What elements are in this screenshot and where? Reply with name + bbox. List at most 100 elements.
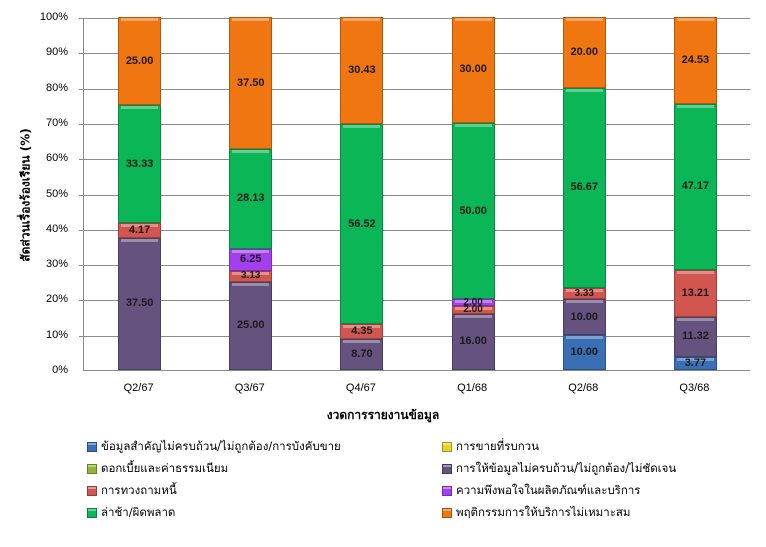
data-label: 30.43 (348, 64, 376, 77)
gridline (79, 159, 750, 161)
x-tick-label: Q3/67 (234, 382, 265, 394)
bar-segment: 13.21 (673, 270, 717, 317)
legend-item: ล่าช้า/ผิดพลาด (87, 504, 175, 522)
y-tick-label: 90% (45, 46, 68, 59)
data-label: 25.00 (236, 319, 265, 332)
data-label: 10.00 (570, 310, 599, 323)
y-tick-label: 40% (45, 222, 68, 235)
bar-segment: 28.13 (229, 149, 273, 249)
bar-segment: 25.00 (229, 281, 273, 370)
bar-Q1-68: 16.00 2.00 2.00 50.00 30.00 (451, 17, 495, 370)
gridline (79, 88, 750, 90)
data-label: 6.25 (240, 253, 262, 266)
legend-item: ดอกเบี้ยและค่าธรรมเนียม (87, 460, 228, 478)
bar-segment: 50.00 (451, 122, 495, 300)
bar-segment: 47.17 (673, 103, 717, 271)
bar-segment: 33.33 (118, 105, 162, 223)
bar-Q4-67: 8.70 4.35 56.52 30.43 (340, 17, 384, 370)
data-label: 3.77 (684, 356, 707, 369)
bar-segment: 10.00 (562, 299, 606, 335)
data-label: 56.67 (570, 181, 599, 194)
bar-segment: 56.67 (562, 87, 606, 288)
y-tick-label: 0% (52, 364, 68, 376)
data-label: 8.70 (351, 348, 373, 361)
legend-item: การทวงถามหนี้ (87, 482, 177, 500)
data-label: 37.50 (125, 297, 154, 310)
legend-item: การให้ข้อมูลไม่ครบถ้วน/ไม่ถูกต้อง/ไม่ชัด… (442, 460, 676, 478)
legend-swatch-icon (87, 464, 97, 474)
gridline (79, 53, 750, 55)
legend-label: การขายที่รบกวน (456, 439, 539, 453)
legend-label: พฤติกรรมการให้บริการไม่เหมาะสม (456, 505, 631, 519)
legend-label: ล่าช้า/ผิดพลาด (101, 505, 176, 519)
bar-segment: 2.00 (451, 296, 495, 308)
data-label: 2.00 (463, 304, 483, 316)
bar-segment: 30.00 (451, 17, 495, 123)
legend-label: ข้อมูลสำคัญไม่ครบถ้วน/ไม่ถูกต้อง/การบังค… (101, 439, 341, 453)
legend-label: การทวงถามหนี้ (101, 483, 177, 497)
bar-segment: 8.70 (340, 339, 384, 370)
data-label: 37.50 (236, 76, 265, 89)
bar-segment: 24.53 (673, 17, 717, 104)
x-tick-label: Q3/68 (679, 382, 710, 394)
data-label: 2.00 (463, 296, 483, 308)
legend-swatch-icon (87, 486, 97, 496)
data-label: 25.00 (125, 54, 154, 67)
data-label: 30.00 (459, 63, 487, 76)
plot-area: 37.50 4.17 33.33 25.00 25.00 3.13 6.25 28.13 37.… (79, 16, 750, 371)
bar-segment: 3.33 (562, 287, 606, 300)
gridline (79, 194, 750, 196)
bar-segment: 37.50 (229, 16, 273, 150)
data-label: 28.13 (236, 192, 265, 205)
legend-swatch-icon (442, 464, 452, 474)
data-label: 24.53 (681, 53, 710, 66)
bar-segment: 4.17 (118, 222, 162, 238)
legend-swatch-icon (87, 508, 97, 518)
x-axis-label: งวดการรายงานข้อมูล (326, 408, 440, 422)
data-label: 3.13 (241, 270, 261, 282)
bar-Q2-68: 10.00 10.00 3.33 56.67 20.00 (562, 17, 606, 370)
bar-segment: 11.32 (673, 316, 717, 357)
bar-segment: 6.25 (229, 248, 273, 271)
data-label: 16.00 (459, 335, 487, 348)
y-tick-label: 30% (45, 258, 68, 271)
x-tick-label: Q4/67 (345, 382, 376, 394)
gridline (79, 123, 750, 125)
bar-segment: 20.00 (562, 17, 606, 88)
bar-segment: 10.00 (562, 334, 606, 370)
y-tick-label: 50% (45, 187, 68, 200)
data-label: 3.33 (574, 287, 594, 299)
bar-segment: 25.00 (118, 17, 162, 106)
y-tick-label: 60% (45, 152, 68, 165)
x-tick-label: Q2/67 (123, 382, 154, 394)
data-label: 13.21 (681, 286, 710, 299)
legend-item: ข้อมูลสำคัญไม่ครบถ้วน/ไม่ถูกต้อง/การบังค… (87, 438, 341, 456)
legend-swatch-icon (442, 442, 452, 452)
data-label: 11.32 (681, 330, 709, 343)
legend-swatch-icon (87, 442, 97, 452)
legend-label: ดอกเบี้ยและค่าธรรมเนียม (101, 461, 229, 475)
bar-segment: 3.13 (229, 270, 273, 282)
bar-Q3-68: 3.77 11.32 13.21 47.17 24.53 (673, 17, 717, 370)
legend-swatch-icon (442, 508, 452, 518)
data-label: 50.00 (459, 204, 487, 217)
data-label: 47.17 (681, 180, 710, 193)
legend-label: ความพึงพอใจในผลิตภัณฑ์และบริการ (456, 483, 641, 497)
bar-segment: 2.00 (451, 304, 495, 316)
bar-segment: 4.35 (340, 323, 384, 340)
y-tick-label: 100% (39, 11, 68, 23)
legend-label: การให้ข้อมูลไม่ครบถ้วน/ไม่ถูกต้อง/ไม่ชัด… (456, 461, 677, 475)
y-tick-label: 80% (45, 81, 68, 94)
data-label: 33.33 (125, 157, 154, 170)
legend-swatch-icon (442, 486, 452, 496)
data-label: 56.52 (348, 217, 376, 230)
y-tick-label: 10% (45, 328, 68, 341)
legend-item: การขายที่รบกวน (442, 438, 539, 456)
bar-segment: 30.43 (340, 17, 384, 125)
data-label: 4.17 (128, 223, 151, 236)
y-tick-label: 20% (45, 293, 68, 306)
bar-segment: 3.77 (673, 356, 717, 370)
bar-segment: 56.52 (340, 124, 384, 324)
gridline (79, 229, 750, 231)
